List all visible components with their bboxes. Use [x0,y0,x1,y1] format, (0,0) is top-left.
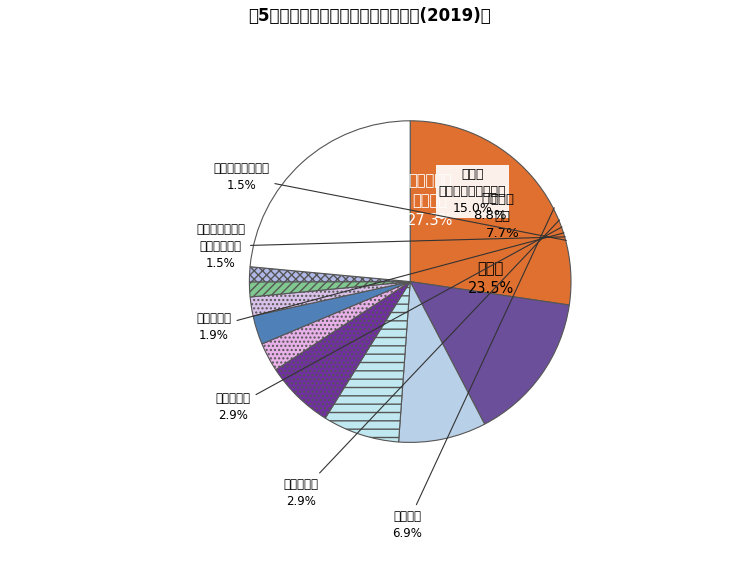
Text: 腎　不　全
1.9%: 腎 不 全 1.9% [197,233,564,342]
Title: 図5　主な死因の構成割合（令和元年(2019)）: 図5 主な死因の構成割合（令和元年(2019)） [249,7,491,25]
Wedge shape [262,281,410,370]
Wedge shape [410,281,569,424]
Wedge shape [250,281,410,316]
Wedge shape [250,121,410,281]
Wedge shape [399,281,485,442]
Text: 血管性及び詳細
不明の認知症
1.5%: 血管性及び詳細 不明の認知症 1.5% [196,223,565,270]
Text: 誤嚥性肺炎
2.9%: 誤嚥性肺炎 2.9% [283,220,559,508]
Wedge shape [276,281,410,418]
Text: 悪性新生物
＜腫瘾＞
27.3%: 悪性新生物 ＜腫瘾＞ 27.3% [407,173,453,228]
Text: 不慮の事故
2.9%: 不慮の事故 2.9% [216,227,562,422]
Wedge shape [249,266,410,282]
Text: 心疾患
（高血圧性を除く）
15.0%: 心疾患 （高血圧性を除く） 15.0% [439,168,506,216]
Wedge shape [249,281,410,297]
Text: その他
23.5%: その他 23.5% [468,262,514,297]
Wedge shape [410,121,571,305]
Text: アルツハイマー病
1.5%: アルツハイマー病 1.5% [213,162,566,240]
Text: 脳血管
疾患
7.7%: 脳血管 疾患 7.7% [485,194,519,240]
Text: 老衰
8.8%: 老衰 8.8% [473,192,507,221]
Wedge shape [253,281,410,344]
Wedge shape [326,281,410,442]
Text: 肺　　炎
6.9%: 肺 炎 6.9% [392,208,554,540]
